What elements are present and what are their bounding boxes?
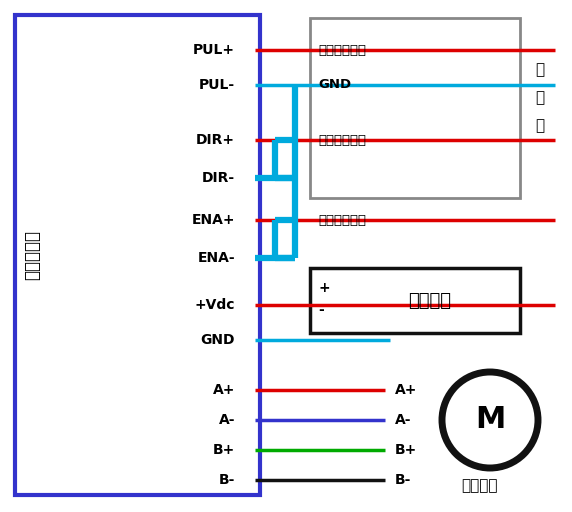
Text: A-: A- <box>395 413 411 427</box>
Text: 直流电源: 直流电源 <box>408 292 451 310</box>
Text: GND: GND <box>201 333 235 347</box>
Text: 使能信号输出: 使能信号输出 <box>318 214 366 226</box>
FancyBboxPatch shape <box>310 268 520 333</box>
Circle shape <box>442 372 538 468</box>
Text: ENA-: ENA- <box>197 251 235 265</box>
Text: B+: B+ <box>395 443 417 457</box>
FancyBboxPatch shape <box>310 18 520 198</box>
Text: GND: GND <box>318 78 351 92</box>
Text: 步进电机: 步进电机 <box>462 479 498 494</box>
Text: DIR-: DIR- <box>202 171 235 185</box>
Text: ENA+: ENA+ <box>192 213 235 227</box>
Text: B-: B- <box>219 473 235 487</box>
Text: 方向信号输出: 方向信号输出 <box>318 134 366 146</box>
Text: 控: 控 <box>535 62 545 77</box>
Text: B+: B+ <box>213 443 235 457</box>
Text: A+: A+ <box>395 383 418 397</box>
Text: 脉冲信号输出: 脉冲信号输出 <box>318 44 366 56</box>
Text: 端: 端 <box>535 118 545 134</box>
Text: -: - <box>318 303 324 317</box>
Text: A-: A- <box>219 413 235 427</box>
Text: M: M <box>475 406 505 435</box>
Text: DIR+: DIR+ <box>196 133 235 147</box>
Text: B-: B- <box>395 473 411 487</box>
FancyBboxPatch shape <box>15 15 260 495</box>
Text: PUL-: PUL- <box>199 78 235 92</box>
Text: +: + <box>318 281 329 295</box>
Text: 步进驱动器: 步进驱动器 <box>23 230 41 280</box>
Text: 制: 制 <box>535 91 545 105</box>
Text: A+: A+ <box>213 383 235 397</box>
Text: +Vdc: +Vdc <box>194 298 235 312</box>
Text: PUL+: PUL+ <box>193 43 235 57</box>
